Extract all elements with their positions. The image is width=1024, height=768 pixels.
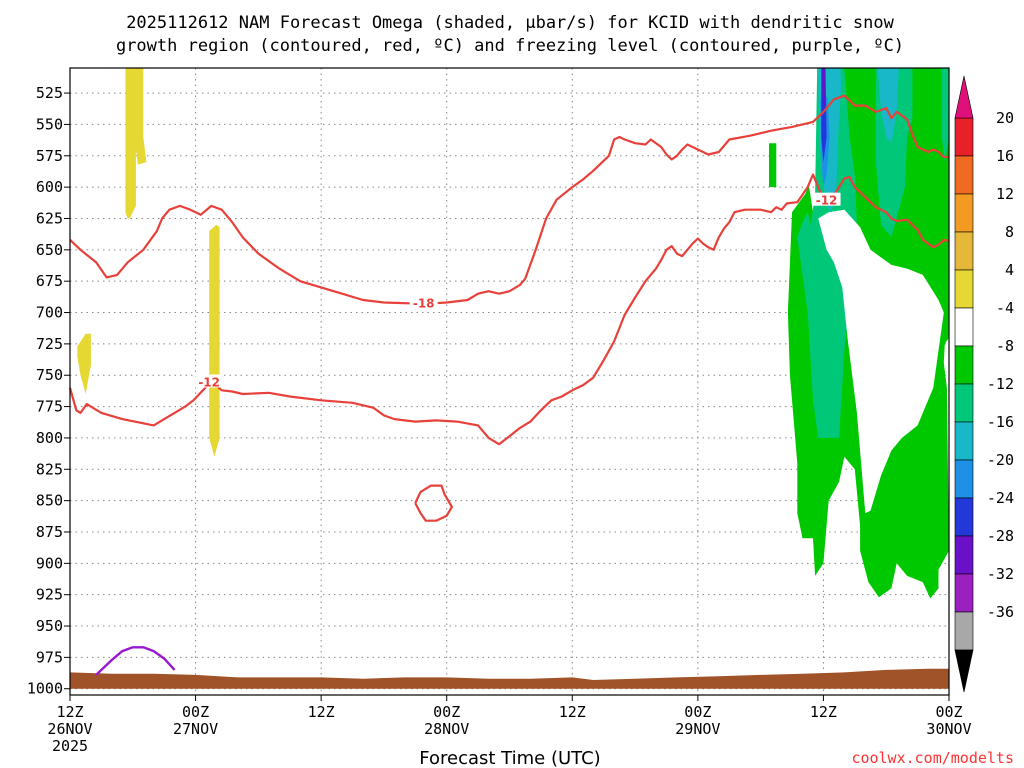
plot-frame xyxy=(69,67,950,696)
y-tick-label: 725 xyxy=(36,335,63,353)
contour-label-bg xyxy=(195,374,224,388)
colorbar-swatch xyxy=(954,421,974,461)
x-tick-label: 28NOV xyxy=(424,720,469,738)
y-tick-label: 900 xyxy=(36,554,63,572)
colorbar-label: -4 xyxy=(996,299,1014,317)
contour-label-bg xyxy=(409,295,438,309)
colorbar-label: -28 xyxy=(987,527,1014,545)
colorbar-swatch xyxy=(954,307,974,347)
dgz-contour-lower xyxy=(68,173,950,446)
colorbar-label: -32 xyxy=(987,565,1014,583)
omega-region xyxy=(209,224,220,457)
colorbar: 20 16 12 8 4 -4 -8 -12 -16 -20 -24 -28 -32 -36 xyxy=(954,75,1014,693)
x-tick-label: 12Z xyxy=(308,703,335,721)
colorbar-label: 16 xyxy=(996,147,1014,165)
colorbar-swatch xyxy=(954,611,974,651)
contour-label: -18 xyxy=(413,296,435,310)
y-tick-label: 850 xyxy=(36,492,63,510)
omega-region xyxy=(941,68,949,163)
omega-region xyxy=(818,209,944,514)
x-tick-label: 30NOV xyxy=(926,720,971,738)
y-tick-label: 600 xyxy=(36,178,63,196)
colorbar-swatch xyxy=(954,535,974,575)
y-tick-label: 800 xyxy=(36,429,63,447)
x-tick-label: 00Z xyxy=(433,703,460,721)
contour-label: -12 xyxy=(198,376,220,390)
x-tick-label: 12Z xyxy=(559,703,586,721)
x-tick-label: 27NOV xyxy=(173,720,218,738)
colorbar-label: 20 xyxy=(996,109,1014,127)
x-tick-label: 26NOV xyxy=(47,720,92,738)
omega-region xyxy=(797,68,858,438)
terrain-region xyxy=(70,668,949,689)
colorbar-swatch xyxy=(954,573,974,613)
terrain-fill xyxy=(70,668,949,689)
y-tick-label: 550 xyxy=(36,115,63,133)
colorbar-swatch xyxy=(954,193,974,233)
colorbar-swatch xyxy=(954,269,974,309)
chart-title-line2: growth region (contoured, red, ºC) and f… xyxy=(116,36,904,56)
y-tick-label: 575 xyxy=(36,147,63,165)
colorbar-swatch xyxy=(954,383,974,423)
y-tick-label: 975 xyxy=(36,648,63,666)
omega-region xyxy=(877,68,899,144)
colorbar-label: -36 xyxy=(987,603,1014,621)
colorbar-label: 4 xyxy=(1005,261,1014,279)
y-tick-label: 700 xyxy=(36,304,63,322)
colorbar-swatch xyxy=(954,117,974,157)
colorbar-swatch xyxy=(954,231,974,271)
colorbar-label: -8 xyxy=(996,337,1014,355)
y-tick-label: 1000 xyxy=(27,680,63,698)
contour-label: -12 xyxy=(816,194,838,208)
x-tick-label: 00Z xyxy=(182,703,209,721)
omega-region xyxy=(822,68,826,112)
x-tick-label: 12Z xyxy=(56,703,83,721)
dgz-contour-upper xyxy=(69,94,949,305)
contour-labels: -18 -12 -12 xyxy=(195,192,841,390)
x-tick-label: 00Z xyxy=(935,703,962,721)
freezing-level-contour xyxy=(95,646,176,676)
dgz-contour-closed xyxy=(414,484,453,522)
y-tick-label: 875 xyxy=(36,523,63,541)
colorbar-label: -16 xyxy=(987,413,1014,431)
colorbar-label: -24 xyxy=(987,489,1014,507)
colorbar-swatch xyxy=(954,497,974,537)
colorbar-swatch xyxy=(954,459,974,499)
chart-title-line1: 2025112612 NAM Forecast Omega (shaded, µ… xyxy=(126,13,894,33)
y-tick-label: 950 xyxy=(36,617,63,635)
colorbar-label: 12 xyxy=(996,185,1014,203)
colorbar-bottom-arrow xyxy=(954,649,974,693)
x-axis-title: Forecast Time (UTC) xyxy=(419,748,600,768)
colorbar-swatch xyxy=(954,155,974,195)
x-tick-label: 00Z xyxy=(684,703,711,721)
colorbar-label: 8 xyxy=(1005,223,1014,241)
y-axis-ticks: 525 550 575 600 625 650 675 700 725 750 775 800 825 8… xyxy=(27,84,70,698)
omega-region xyxy=(77,333,91,394)
y-tick-label: 650 xyxy=(36,241,63,259)
y-tick-label: 825 xyxy=(36,460,63,478)
colorbar-label: -12 xyxy=(987,375,1014,393)
x-tick-label: 29NOV xyxy=(675,720,720,738)
credit-label: coolwx.com/modelts xyxy=(851,749,1014,767)
x-tick-label: 12Z xyxy=(810,703,837,721)
y-tick-label: 775 xyxy=(36,398,63,416)
y-tick-label: 625 xyxy=(36,209,63,227)
colorbar-swatch xyxy=(954,345,974,385)
y-tick-label: 525 xyxy=(36,84,63,102)
x-tick-label: 2025 xyxy=(52,737,88,755)
y-tick-label: 675 xyxy=(36,272,63,290)
colorbar-label: -20 xyxy=(987,451,1014,469)
contours xyxy=(68,94,950,676)
omega-region xyxy=(125,68,147,219)
contour-label-bg xyxy=(812,192,841,206)
omega-region xyxy=(769,143,777,188)
colorbar-top-arrow xyxy=(954,75,974,119)
y-tick-label: 925 xyxy=(36,586,63,604)
y-tick-label: 750 xyxy=(36,366,63,384)
